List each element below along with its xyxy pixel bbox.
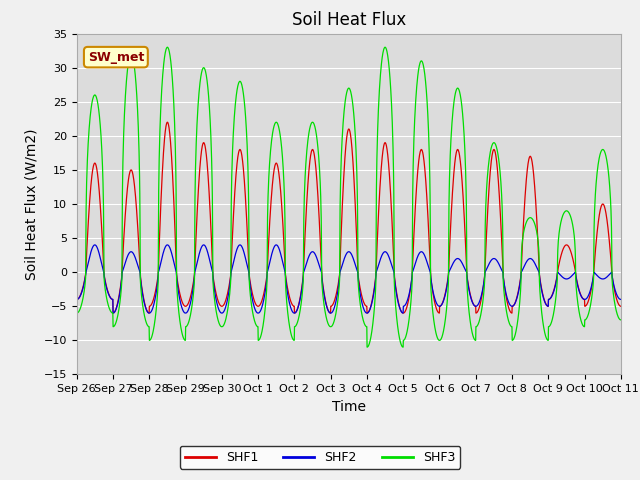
SHF1 [109,310,117,316]
SHF2 [73,297,81,302]
Y-axis label: Soil Heat Flux (W/m2): Soil Heat Flux (W/m2) [24,128,38,280]
SHF1 [584,298,592,304]
X-axis label: Time: Time [332,400,366,414]
SHF3 [377,69,385,75]
SHF2 [508,303,515,309]
SHF2 [584,293,592,299]
SHF1 [617,303,625,309]
Line: SHF1: SHF1 [77,122,621,313]
SHF1 [225,284,233,289]
Legend: SHF1, SHF2, SHF3: SHF1, SHF2, SHF3 [180,446,460,469]
SHF3 [584,312,592,317]
SHF2 [570,272,577,277]
SHF3 [508,324,515,329]
SHF1 [73,297,81,302]
SHF2 [225,288,233,294]
SHF1 [508,310,515,316]
SHF2 [377,255,385,261]
SHF3 [617,317,625,323]
SHF3 [365,342,372,348]
SHF2 [617,297,625,302]
SHF1 [163,120,171,125]
SHF3 [73,310,81,316]
Title: Soil Heat Flux: Soil Heat Flux [292,11,406,29]
SHF3 [364,344,371,350]
SHF1 [570,257,577,263]
SHF3 [163,44,171,50]
SHF2 [365,309,372,314]
SHF3 [225,300,232,305]
SHF1 [377,173,385,179]
Line: SHF3: SHF3 [77,47,621,347]
SHF2 [91,242,99,248]
SHF2 [109,310,117,316]
SHF3 [570,225,577,231]
Line: SHF2: SHF2 [77,245,621,313]
SHF1 [365,309,372,314]
Text: SW_met: SW_met [88,51,144,64]
